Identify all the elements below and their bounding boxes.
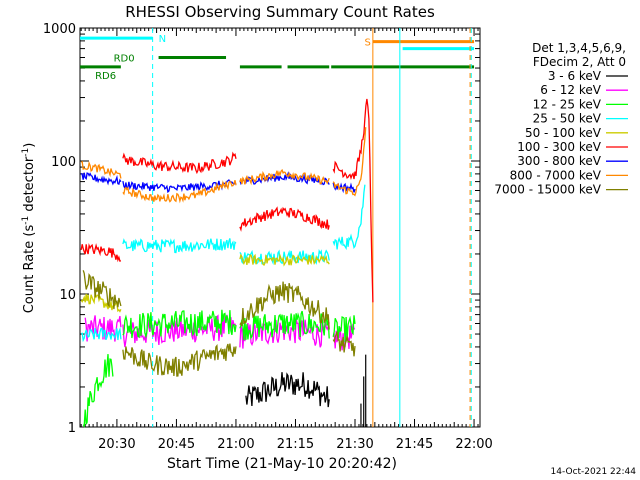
x-tick-label: 21:45	[396, 437, 433, 452]
series-line-12-25-kev	[332, 315, 356, 343]
x-axis-label: Start Time (21-May-10 20:20:42)	[167, 456, 397, 472]
series-3-6-kev	[245, 354, 367, 427]
series-line-12-25-kev	[239, 310, 330, 341]
series-line-6-12-kev	[122, 314, 237, 348]
x-tick-label: 20:45	[158, 437, 195, 452]
series-line-300-800-kev	[239, 171, 330, 186]
series-7000-15000-kev	[82, 270, 356, 377]
status-bar-label: N	[159, 34, 166, 45]
series-line-800-7000-kev	[239, 168, 330, 186]
footer-timestamp: 14-Oct-2021 22:44	[551, 467, 637, 477]
x-tick-label: 22:00	[455, 437, 492, 452]
series-line-6-12-kev	[84, 315, 122, 342]
legend-label-6-12-kev: 6 - 12 keV	[540, 83, 602, 97]
series-100-300-kev	[80, 98, 374, 303]
series-line-3-6-kev	[245, 372, 330, 408]
legend-label-50-100-kev: 50 - 100 keV	[525, 126, 602, 140]
y-tick-label: 100	[51, 155, 76, 170]
x-tick-label: 21:30	[336, 437, 373, 452]
series-line-100-300-kev	[239, 206, 330, 232]
series-800-7000-kev	[80, 127, 367, 204]
axis-ticks: 20:30 20:45 21:00 21:15 21:30 21:45 22:00 1 10 10…	[43, 22, 493, 452]
y-tick-label: 1	[68, 421, 76, 436]
status-bar-label: S	[364, 38, 370, 49]
series-line-7000-15000-kev	[332, 331, 356, 357]
chart-title: RHESSI Observing Summary Count Rates	[125, 3, 435, 21]
legend-label-7000-15000-kev: 7000 - 15000 keV	[494, 183, 601, 197]
status-bar-label: RD0	[114, 54, 135, 65]
legend-label-100-300-kev: 100 - 300 keV	[517, 140, 601, 154]
series-line-800-7000-kev	[332, 127, 367, 197]
legend: Det 1,3,4,5,6,9,FDecim 2, Att 03 - 6 keV…	[494, 41, 628, 197]
series-line-300-800-kev	[80, 172, 122, 186]
series-line-100-300-kev	[80, 242, 122, 263]
series-300-800-kev	[80, 171, 356, 194]
series-line-300-800-kev	[332, 182, 356, 194]
series-line-7000-15000-kev	[122, 343, 237, 377]
series-line-7000-15000-kev	[239, 281, 330, 330]
vertical-markers	[152, 28, 472, 427]
y-tick-label: 10	[59, 288, 76, 303]
series-line-25-50-kev	[81, 327, 122, 343]
y-axis-label-group: Count Rate (s-1 detector-1)	[21, 143, 37, 314]
legend-header: Det 1,3,4,5,6,9,	[532, 41, 626, 55]
attenuator-status-bars: N RD0 RD6 S	[80, 34, 475, 82]
y-tick-label: 1000	[43, 22, 76, 37]
legend-label-12-25-kev: 12 - 25 keV	[533, 97, 602, 111]
series-line-25-50-kev	[122, 238, 237, 254]
legend-label-300-800-kev: 300 - 800 keV	[517, 154, 601, 168]
legend-label-800-7000-kev: 800 - 7000 keV	[510, 168, 602, 182]
x-tick-label: 21:15	[277, 437, 314, 452]
y-axis-label: Count Rate (s-1 detector-1)	[21, 143, 37, 314]
series-layer	[80, 98, 374, 428]
status-bar-label: RD6	[95, 71, 116, 82]
series-line-12-25-kev	[82, 354, 114, 428]
series-line-25-50-kev	[332, 184, 366, 251]
legend-label-3-6-kev: 3 - 6 keV	[548, 69, 602, 83]
series-line-7000-15000-kev	[82, 270, 122, 310]
plot-frame	[79, 27, 481, 428]
x-tick-label: 21:00	[217, 437, 254, 452]
x-tick-label: 20:30	[98, 437, 135, 452]
series-line-100-300-kev	[332, 98, 374, 303]
series-line-800-7000-kev	[80, 160, 122, 179]
series-line-100-300-kev	[122, 151, 237, 175]
legend-header: FDecim 2, Att 0	[533, 55, 626, 69]
legend-label-25-50-kev: 25 - 50 keV	[533, 112, 602, 126]
series-line-12-25-kev	[122, 309, 237, 339]
series-line-50-100-kev	[239, 253, 330, 267]
series-12-25-kev	[82, 309, 356, 428]
series-line-800-7000-kev	[122, 180, 237, 204]
series-line-300-800-kev	[122, 179, 237, 194]
